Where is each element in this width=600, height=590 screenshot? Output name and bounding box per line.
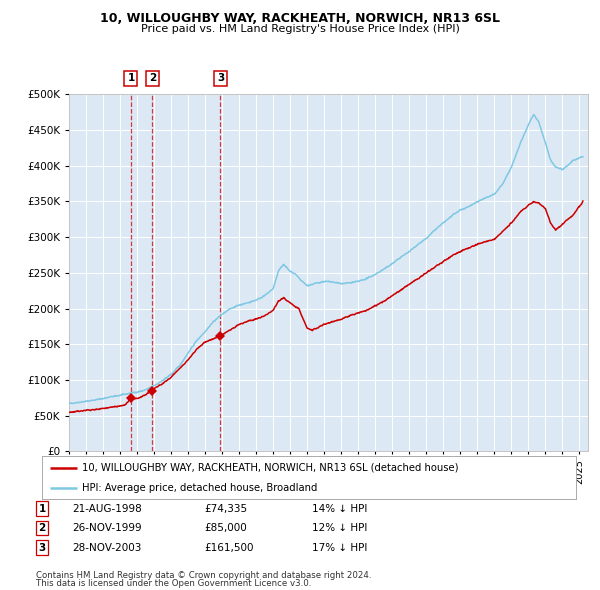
Text: £74,335: £74,335 bbox=[204, 504, 247, 513]
Text: 1: 1 bbox=[38, 504, 46, 513]
Text: 3: 3 bbox=[38, 543, 46, 552]
Text: 10, WILLOUGHBY WAY, RACKHEATH, NORWICH, NR13 6SL (detached house): 10, WILLOUGHBY WAY, RACKHEATH, NORWICH, … bbox=[82, 463, 458, 473]
Text: 10, WILLOUGHBY WAY, RACKHEATH, NORWICH, NR13 6SL: 10, WILLOUGHBY WAY, RACKHEATH, NORWICH, … bbox=[100, 12, 500, 25]
Text: 1: 1 bbox=[127, 74, 134, 83]
Text: 12% ↓ HPI: 12% ↓ HPI bbox=[312, 523, 367, 533]
Text: 28-NOV-2003: 28-NOV-2003 bbox=[72, 543, 142, 552]
Text: 26-NOV-1999: 26-NOV-1999 bbox=[72, 523, 142, 533]
Text: £85,000: £85,000 bbox=[204, 523, 247, 533]
Text: 2: 2 bbox=[38, 523, 46, 533]
Text: 14% ↓ HPI: 14% ↓ HPI bbox=[312, 504, 367, 513]
Text: 21-AUG-1998: 21-AUG-1998 bbox=[72, 504, 142, 513]
Text: HPI: Average price, detached house, Broadland: HPI: Average price, detached house, Broa… bbox=[82, 483, 317, 493]
Text: £161,500: £161,500 bbox=[204, 543, 254, 552]
Text: Price paid vs. HM Land Registry's House Price Index (HPI): Price paid vs. HM Land Registry's House … bbox=[140, 24, 460, 34]
Text: 3: 3 bbox=[217, 74, 224, 83]
Text: 17% ↓ HPI: 17% ↓ HPI bbox=[312, 543, 367, 552]
Text: 2: 2 bbox=[149, 74, 156, 83]
Text: This data is licensed under the Open Government Licence v3.0.: This data is licensed under the Open Gov… bbox=[36, 579, 311, 588]
Text: Contains HM Land Registry data © Crown copyright and database right 2024.: Contains HM Land Registry data © Crown c… bbox=[36, 571, 371, 580]
